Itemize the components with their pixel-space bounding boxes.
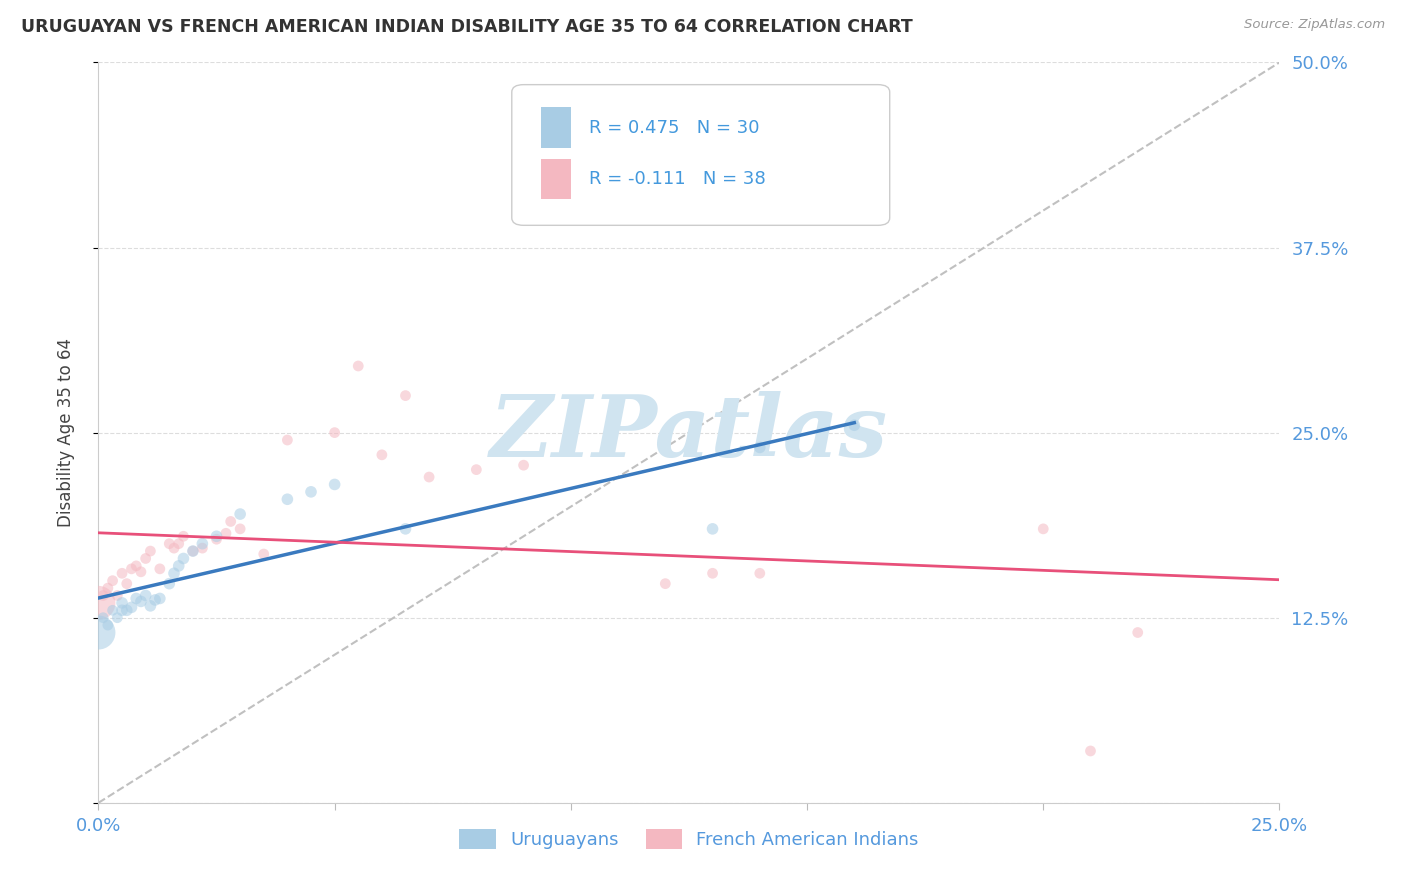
Y-axis label: Disability Age 35 to 64: Disability Age 35 to 64	[56, 338, 75, 527]
Point	[167, 536, 190, 550]
Point	[654, 576, 676, 591]
Point	[465, 462, 488, 476]
Point	[149, 591, 172, 606]
Point	[163, 541, 186, 555]
Point	[191, 541, 214, 555]
FancyBboxPatch shape	[512, 85, 890, 226]
Point	[91, 589, 114, 603]
Point	[87, 625, 110, 640]
Point	[111, 566, 134, 581]
Point	[748, 441, 770, 455]
Point	[205, 529, 228, 543]
Point	[115, 603, 138, 617]
Legend: Uruguayans, French American Indians: Uruguayans, French American Indians	[453, 822, 925, 856]
Point	[181, 544, 204, 558]
Point	[87, 596, 110, 610]
Point	[229, 507, 252, 521]
Point	[139, 599, 162, 613]
Point	[702, 522, 724, 536]
Point	[91, 610, 114, 624]
Point	[181, 544, 204, 558]
Point	[105, 610, 128, 624]
Point	[219, 515, 242, 529]
Point	[97, 581, 120, 595]
Point	[139, 544, 162, 558]
Point	[253, 547, 276, 561]
Point	[702, 566, 724, 581]
Point	[125, 558, 148, 573]
Point	[149, 562, 172, 576]
Point	[101, 574, 124, 588]
Text: ZIPatlas: ZIPatlas	[489, 391, 889, 475]
Point	[97, 618, 120, 632]
Point	[394, 522, 416, 536]
Text: R = 0.475   N = 30: R = 0.475 N = 30	[589, 119, 759, 136]
Point	[172, 551, 194, 566]
Point	[276, 492, 298, 507]
Point	[105, 589, 128, 603]
Point	[1080, 744, 1102, 758]
Point	[276, 433, 298, 447]
Point	[323, 425, 346, 440]
Point	[125, 591, 148, 606]
Point	[215, 526, 238, 541]
Bar	[541, 159, 571, 200]
Point	[129, 565, 152, 579]
Point	[121, 600, 143, 615]
Point	[371, 448, 394, 462]
Point	[205, 533, 228, 547]
Point	[347, 359, 370, 373]
Point	[191, 536, 214, 550]
Text: URUGUAYAN VS FRENCH AMERICAN INDIAN DISABILITY AGE 35 TO 64 CORRELATION CHART: URUGUAYAN VS FRENCH AMERICAN INDIAN DISA…	[21, 18, 912, 36]
Point	[135, 589, 157, 603]
Point	[135, 551, 157, 566]
Point	[157, 576, 180, 591]
Point	[163, 566, 186, 581]
Point	[748, 566, 770, 581]
Point	[512, 458, 534, 473]
Text: Source: ZipAtlas.com: Source: ZipAtlas.com	[1244, 18, 1385, 31]
Point	[115, 576, 138, 591]
Point	[1126, 625, 1149, 640]
Point	[1032, 522, 1054, 536]
Point	[394, 388, 416, 402]
Point	[844, 418, 866, 433]
Point	[229, 522, 252, 536]
Point	[111, 596, 134, 610]
Point	[299, 484, 322, 499]
Text: R = -0.111   N = 38: R = -0.111 N = 38	[589, 170, 765, 188]
Point	[121, 562, 143, 576]
Point	[157, 536, 180, 550]
Point	[167, 558, 190, 573]
Point	[172, 529, 194, 543]
Point	[143, 593, 166, 607]
Point	[101, 603, 124, 617]
Point	[323, 477, 346, 491]
Point	[111, 603, 134, 617]
Bar	[541, 107, 571, 147]
Point	[129, 594, 152, 608]
Point	[418, 470, 440, 484]
